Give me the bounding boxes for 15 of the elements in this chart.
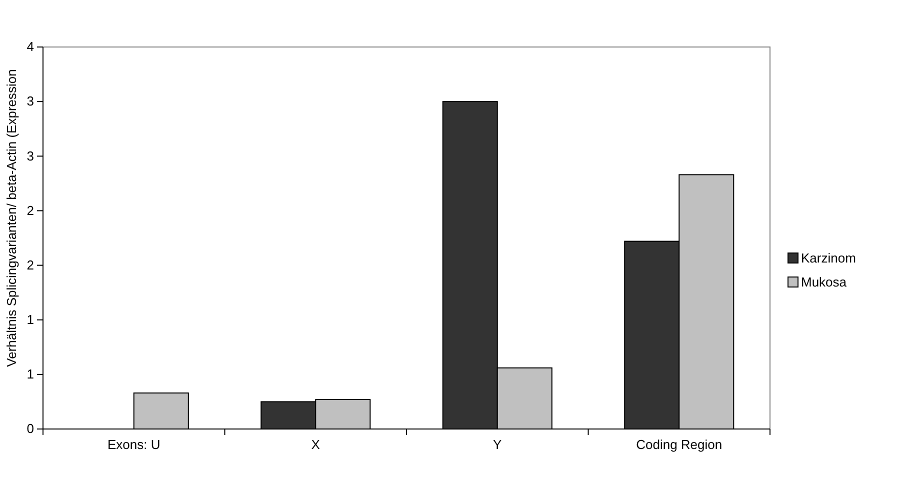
y-tick-label: 3: [26, 148, 34, 164]
legend-label: Mukosa: [801, 274, 848, 290]
y-tick-label: 0: [26, 421, 34, 436]
y-tick-label: 2: [26, 202, 34, 218]
y-tick-label: 3: [26, 94, 34, 109]
x-tick-label: Coding Region: [636, 437, 722, 452]
y-axis-title: Verhältnis Splicingvarianten/ beta-Actin (Expression: [4, 69, 19, 367]
y-tick-label: 1: [26, 366, 34, 382]
y-tick-label: 2: [26, 257, 34, 272]
y-tick-label: 4: [26, 39, 34, 54]
x-tick-label: X: [311, 437, 320, 452]
legend-label: Karzinom: [801, 250, 856, 266]
x-tick-label: Y: [493, 437, 502, 452]
y-tick-label: 1: [26, 312, 34, 328]
x-tick-label: Exons: U: [108, 437, 160, 452]
